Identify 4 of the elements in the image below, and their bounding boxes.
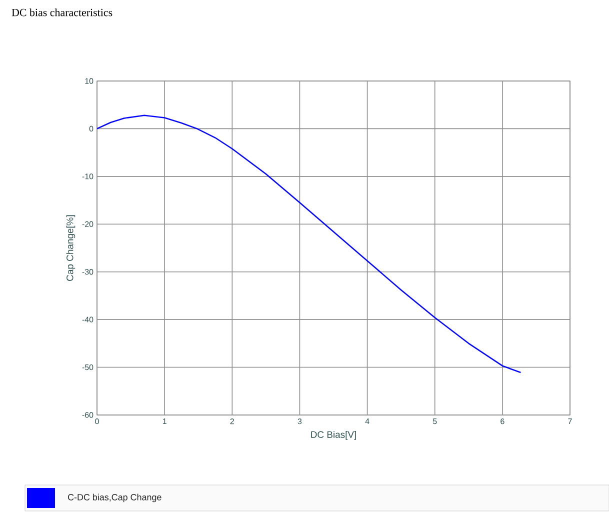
chart-title: DC bias characteristics [12,8,112,16]
y-axis-title: Cap Change[%] [66,215,76,281]
x-axis-title: DC Bias[V] [311,430,356,440]
legend-label: C-DC bias,Cap Change [68,494,162,502]
